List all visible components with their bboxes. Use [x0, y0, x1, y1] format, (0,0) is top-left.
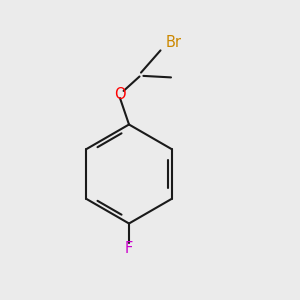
- Text: F: F: [125, 241, 133, 256]
- Text: O: O: [114, 87, 126, 102]
- Text: Br: Br: [166, 35, 182, 50]
